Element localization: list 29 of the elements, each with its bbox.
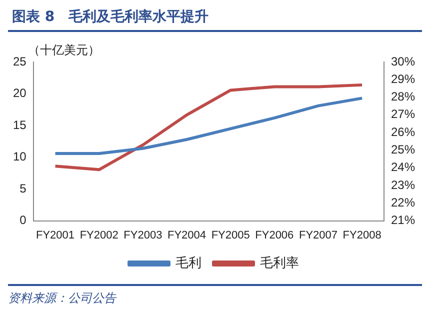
y2-tick-label: 28% xyxy=(390,90,416,104)
x-tick-label: FY2006 xyxy=(255,229,294,242)
x-tick-label: FY2008 xyxy=(342,229,382,242)
x-tick-label: FY2002 xyxy=(80,229,118,242)
y-tick-label: 20 xyxy=(12,86,27,100)
y-tick-label: 25 xyxy=(12,54,27,68)
x-tick-label: FY2003 xyxy=(124,229,162,242)
text: 资料来源：公司公告 xyxy=(8,290,118,307)
y-tick-label: 15 xyxy=(12,118,27,132)
x-tick-label: FY2001 xyxy=(36,229,75,242)
legend-label: 毛利 xyxy=(176,256,202,271)
y2-tick-label: 21% xyxy=(390,213,416,228)
y2-tick-label: 27% xyxy=(390,107,416,122)
x-tick-label: FY2004 xyxy=(167,229,206,242)
y-tick-label: 5 xyxy=(20,181,27,196)
y-tick-label: 10 xyxy=(12,150,27,164)
y-axis-title: （十亿美元） xyxy=(28,42,100,59)
y2-tick-label: 22% xyxy=(390,195,416,210)
y2-tick-label: 25% xyxy=(390,142,416,157)
x-tick-label: FY2007 xyxy=(298,229,338,242)
y2-tick-label: 29% xyxy=(390,72,416,86)
y2-tick-label: 24% xyxy=(390,160,416,174)
y2-tick-label: 23% xyxy=(390,178,416,192)
y2-tick-label: 26% xyxy=(390,124,416,139)
x-tick-label: FY2005 xyxy=(211,229,250,242)
y2-tick-label: 30% xyxy=(390,54,416,68)
y-tick-label: 0 xyxy=(20,213,27,228)
legend-label: 毛利率 xyxy=(260,254,299,271)
chart-title: 图表 8 毛利及毛利率水平提升 xyxy=(8,8,422,32)
